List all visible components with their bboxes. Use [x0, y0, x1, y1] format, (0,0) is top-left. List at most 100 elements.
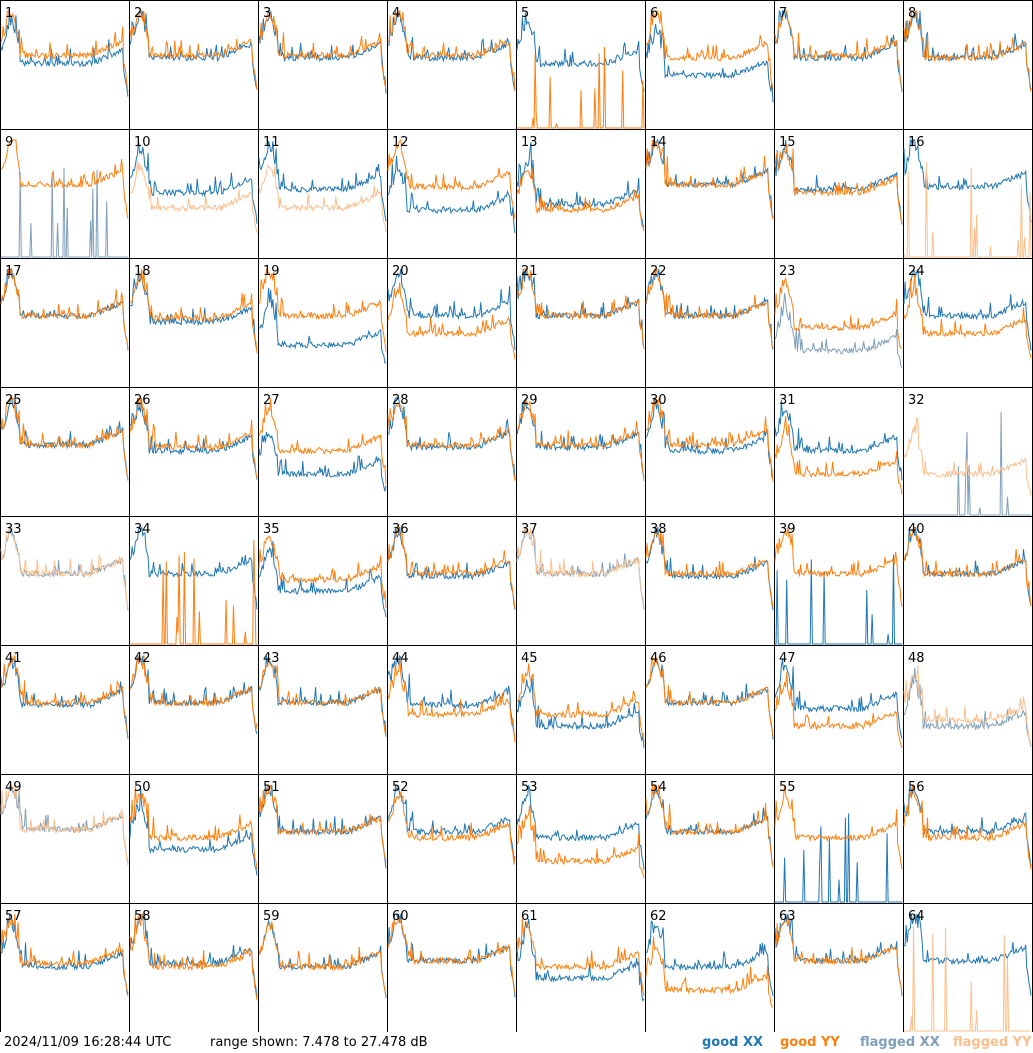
- panel-label: 22: [650, 264, 667, 279]
- panel-20-yy-line: [387, 282, 516, 360]
- panel-59-xx-line: [258, 919, 387, 998]
- panel-13: 13: [516, 129, 646, 259]
- panel-62: 62: [645, 903, 775, 1032]
- panel-53-xx-line: [516, 784, 645, 870]
- panel-52-xx-line: [387, 784, 516, 859]
- panel-36: 36: [387, 516, 517, 646]
- panel-49: 49: [0, 774, 130, 904]
- panel-26-xx-line: [129, 397, 258, 480]
- panel-9-xx-line: [1, 167, 128, 258]
- panel-33-yy-line: [0, 526, 129, 609]
- panel-23-yy-line: [774, 277, 903, 349]
- panel-50-xx-line: [129, 788, 258, 876]
- panel-41-yy-line: [0, 654, 129, 738]
- panel-63-yy-line: [774, 916, 903, 997]
- panel-label: 11: [263, 135, 280, 150]
- panel-label: 50: [134, 780, 151, 795]
- panel-8-yy-line: [903, 10, 1032, 92]
- panel-60-yy-line: [387, 917, 516, 993]
- panel-35-xx-line: [258, 541, 387, 618]
- panel-50-yy-line: [129, 785, 258, 869]
- footer: 2024/11/09 16:28:44 UTC range shown: 7.4…: [0, 1032, 1033, 1053]
- panel-label: 16: [908, 135, 925, 150]
- panel-43-xx-line: [258, 655, 387, 737]
- panel-label: 12: [392, 135, 409, 150]
- panel-63: 63: [774, 903, 904, 1032]
- panel-23: 23: [774, 258, 904, 388]
- panel-1-xx-line: [0, 10, 129, 97]
- panel-32-xx-line: [904, 411, 1031, 516]
- panel-label: 14: [650, 135, 667, 150]
- panel-16-xx-line: [903, 138, 1032, 223]
- panel-9: 9: [0, 129, 130, 259]
- panel-label: 19: [263, 264, 280, 279]
- panel-33: 33: [0, 516, 130, 646]
- panel-label: 10: [134, 135, 151, 150]
- panel-39: 39: [774, 516, 904, 646]
- panel-label: 58: [134, 909, 151, 924]
- panel-20: 20: [387, 258, 517, 388]
- panel-11-xx-line: [258, 140, 387, 222]
- panel-43: 43: [258, 645, 388, 775]
- panel-38-yy-line: [645, 530, 774, 608]
- range-text: range shown: 7.478 to 27.478 dB: [210, 1035, 428, 1050]
- panel-label: 59: [263, 909, 280, 924]
- panel-frame: [129, 0, 259, 130]
- panel-14-yy-line: [645, 139, 774, 220]
- panel-label: 3: [263, 6, 271, 21]
- panel-frame: [387, 0, 517, 130]
- panel-6-yy-line: [645, 10, 774, 90]
- panel-34-yy-line: [130, 540, 257, 645]
- panel-56-yy-line: [903, 784, 1032, 870]
- panel-60: 60: [387, 903, 517, 1032]
- panel-43-yy-line: [258, 659, 387, 737]
- panel-label: 27: [263, 393, 280, 408]
- panel-label: 34: [134, 522, 151, 537]
- panel-44: 44: [387, 645, 517, 775]
- panel-37: 37: [516, 516, 646, 646]
- panel-29: 29: [516, 387, 646, 517]
- panel-label: 1: [5, 6, 13, 21]
- panel-61-yy-line: [516, 918, 645, 997]
- panel-label: 61: [521, 909, 538, 924]
- panel-label: 56: [908, 780, 925, 795]
- panel-19: 19: [258, 258, 388, 388]
- panel-34: 34: [129, 516, 259, 646]
- panel-52-yy-line: [387, 791, 516, 865]
- panel-26: 26: [129, 387, 259, 517]
- panel-label: 40: [908, 522, 925, 537]
- panel-9-yy-line: [0, 139, 129, 219]
- panel-17: 17: [0, 258, 130, 388]
- panel-28: 28: [387, 387, 517, 517]
- panel-label: 32: [908, 393, 925, 408]
- panel-1: 1: [0, 0, 130, 130]
- panel-17-yy-line: [0, 268, 129, 351]
- panel-53-yy-line: [516, 804, 645, 879]
- panel-label: 45: [521, 651, 538, 666]
- panel-label: 33: [5, 522, 22, 537]
- panel-25: 25: [0, 387, 130, 517]
- panel-58-yy-line: [129, 913, 258, 1001]
- panel-51-yy-line: [258, 784, 387, 863]
- legend-good-yy: good YY: [780, 1035, 840, 1050]
- panel-45: 45: [516, 645, 646, 775]
- panel-label: 38: [650, 522, 667, 537]
- panel-31-xx-line: [774, 399, 903, 481]
- panel-13-xx-line: [516, 142, 645, 228]
- panel-30-xx-line: [645, 397, 774, 480]
- panel-label: 57: [5, 909, 22, 924]
- panel-42-yy-line: [129, 654, 258, 730]
- panel-label: 41: [5, 651, 22, 666]
- panel-frame: [258, 0, 388, 130]
- panel-label: 63: [779, 909, 796, 924]
- panel-45-xx-line: [516, 675, 645, 749]
- panel-46-yy-line: [645, 655, 774, 737]
- panel-label: 51: [263, 780, 280, 795]
- panel-45-yy-line: [516, 663, 645, 743]
- legend-good-xx: good XX: [702, 1035, 764, 1050]
- panel-26-yy-line: [129, 396, 258, 479]
- panel-label: 9: [5, 135, 13, 150]
- panel-label: 47: [779, 651, 796, 666]
- panel-label: 7: [779, 6, 787, 21]
